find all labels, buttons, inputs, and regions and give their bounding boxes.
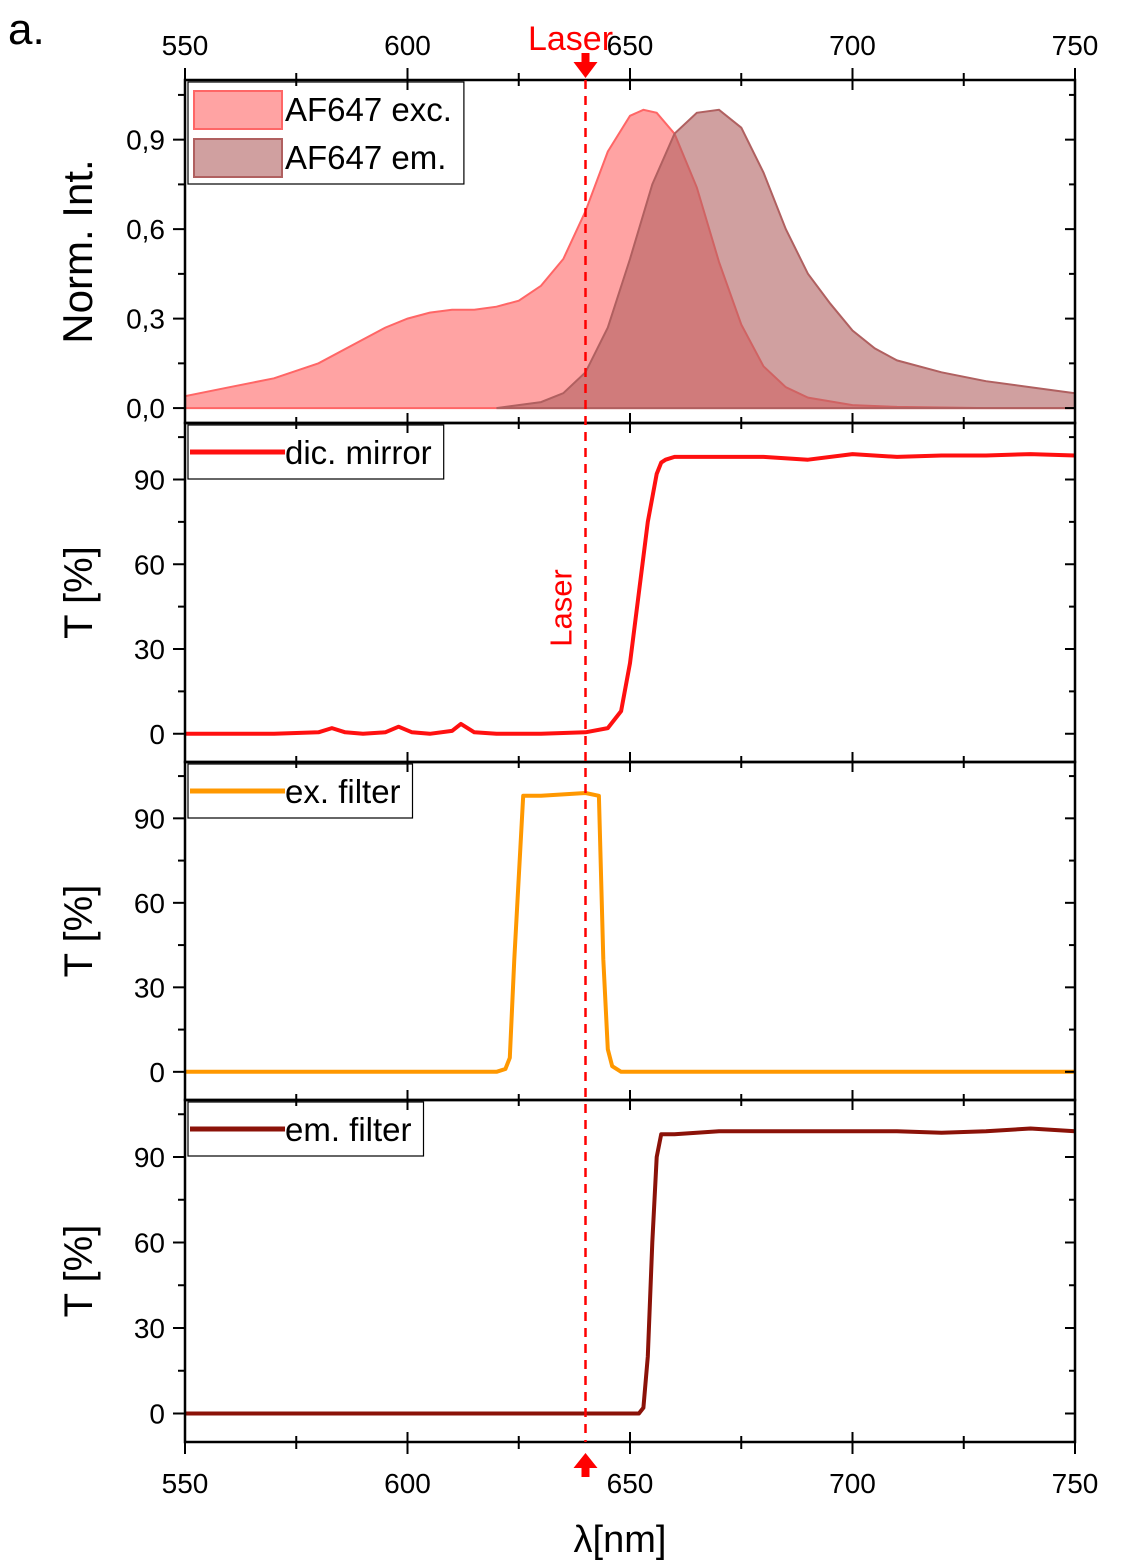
y-tick-label: 0 — [149, 1057, 165, 1088]
y-tick-label: 0,0 — [126, 393, 165, 424]
x-tick-label-top: 750 — [1052, 30, 1099, 61]
y-axis-label: T [%] — [57, 546, 101, 639]
laser-label-panel: Laser — [544, 569, 579, 647]
legend-frame — [187, 1101, 425, 1157]
laser-arrow-top-icon — [573, 53, 598, 78]
series-line-1 — [185, 1126, 1076, 1416]
x-tick-label-bottom: 550 — [162, 1468, 209, 1499]
y-axis-label: T [%] — [57, 885, 101, 978]
legend-label: AF647 exc. — [285, 91, 452, 128]
x-tick-label-top: 650 — [607, 30, 654, 61]
panel-frame — [183, 1098, 1077, 1444]
y-axis-label: T [%] — [57, 1225, 101, 1318]
x-tick-label-bottom: 700 — [829, 1468, 876, 1499]
y-tick-label: 30 — [134, 972, 165, 1003]
legend-swatch — [193, 138, 283, 178]
y-tick-label: 60 — [134, 888, 165, 919]
legend-label: dic. mirror — [285, 434, 432, 471]
y-tick-label: 0 — [149, 719, 165, 750]
y-tick-label: 0,9 — [126, 125, 165, 156]
y-tick-label: 30 — [134, 634, 165, 665]
legend-label: AF647 em. — [285, 139, 446, 176]
x-tick-labels-top: 550 600 650 700 750 — [162, 30, 1099, 61]
x-tick-label-top: 700 — [829, 30, 876, 61]
legend: ex. filter — [187, 763, 414, 819]
panel-1: 0,0 0,3 0,6 0,9 Norm. Int. AF647 exc. AF647 em… — [54, 68, 1077, 425]
y-tick-label: 0,6 — [126, 214, 165, 245]
panel-frame — [183, 760, 1077, 1102]
legend: AF647 exc. AF647 em. — [187, 81, 465, 185]
legend-swatch — [193, 90, 283, 130]
x-tick-label-bottom: 650 — [607, 1468, 654, 1499]
panel-label: a. — [8, 5, 45, 54]
x-tick-label-top: 550 — [162, 30, 209, 61]
series-area-2 — [496, 108, 1076, 410]
series-line-1 — [185, 791, 1075, 1074]
x-axis-label: λ[nm] — [574, 1519, 667, 1561]
x-tick-label-bottom: 600 — [384, 1468, 431, 1499]
legend: em. filter — [187, 1101, 425, 1157]
x-tick-label-top: 600 — [384, 30, 431, 61]
laser-arrow-bottom-icon — [573, 1453, 598, 1477]
x-tick-label-bottom: 750 — [1052, 1468, 1099, 1499]
y-tick-label: 0 — [149, 1399, 165, 1430]
x-tick-labels-bottom: 550 600 650 700 750 — [162, 1468, 1099, 1499]
panel-3: 0 30 60 90 T [%] ex. filter — [57, 760, 1077, 1102]
y-tick-label: 90 — [134, 465, 165, 496]
legend: dic. mirror — [187, 424, 445, 480]
y-tick-label: 30 — [134, 1313, 165, 1344]
legend-frame — [187, 81, 465, 185]
legend-frame — [187, 424, 445, 480]
legend-frame — [187, 763, 414, 819]
y-axis-label: Norm. Int. — [54, 159, 101, 343]
panel-2: 0 30 60 90 T [%] dic. mirror — [57, 421, 1077, 764]
y-tick-label: 90 — [134, 803, 165, 834]
y-tick-label: 0,3 — [126, 304, 165, 335]
legend-label: em. filter — [285, 1111, 412, 1148]
panel-4: 0 30 60 90 T [%] em. filter — [57, 1098, 1077, 1454]
laser-label-top: Laser — [528, 20, 613, 58]
y-tick-label: 60 — [134, 549, 165, 580]
y-tick-label: 60 — [134, 1228, 165, 1259]
panel-frame — [183, 421, 1077, 764]
legend-label: ex. filter — [285, 773, 401, 810]
series-line-1 — [185, 452, 1076, 736]
chart-panels: 0,0 0,3 0,6 0,9 Norm. Int. AF647 exc. AF647 em… — [54, 68, 1077, 1454]
y-tick-label: 90 — [134, 1142, 165, 1173]
